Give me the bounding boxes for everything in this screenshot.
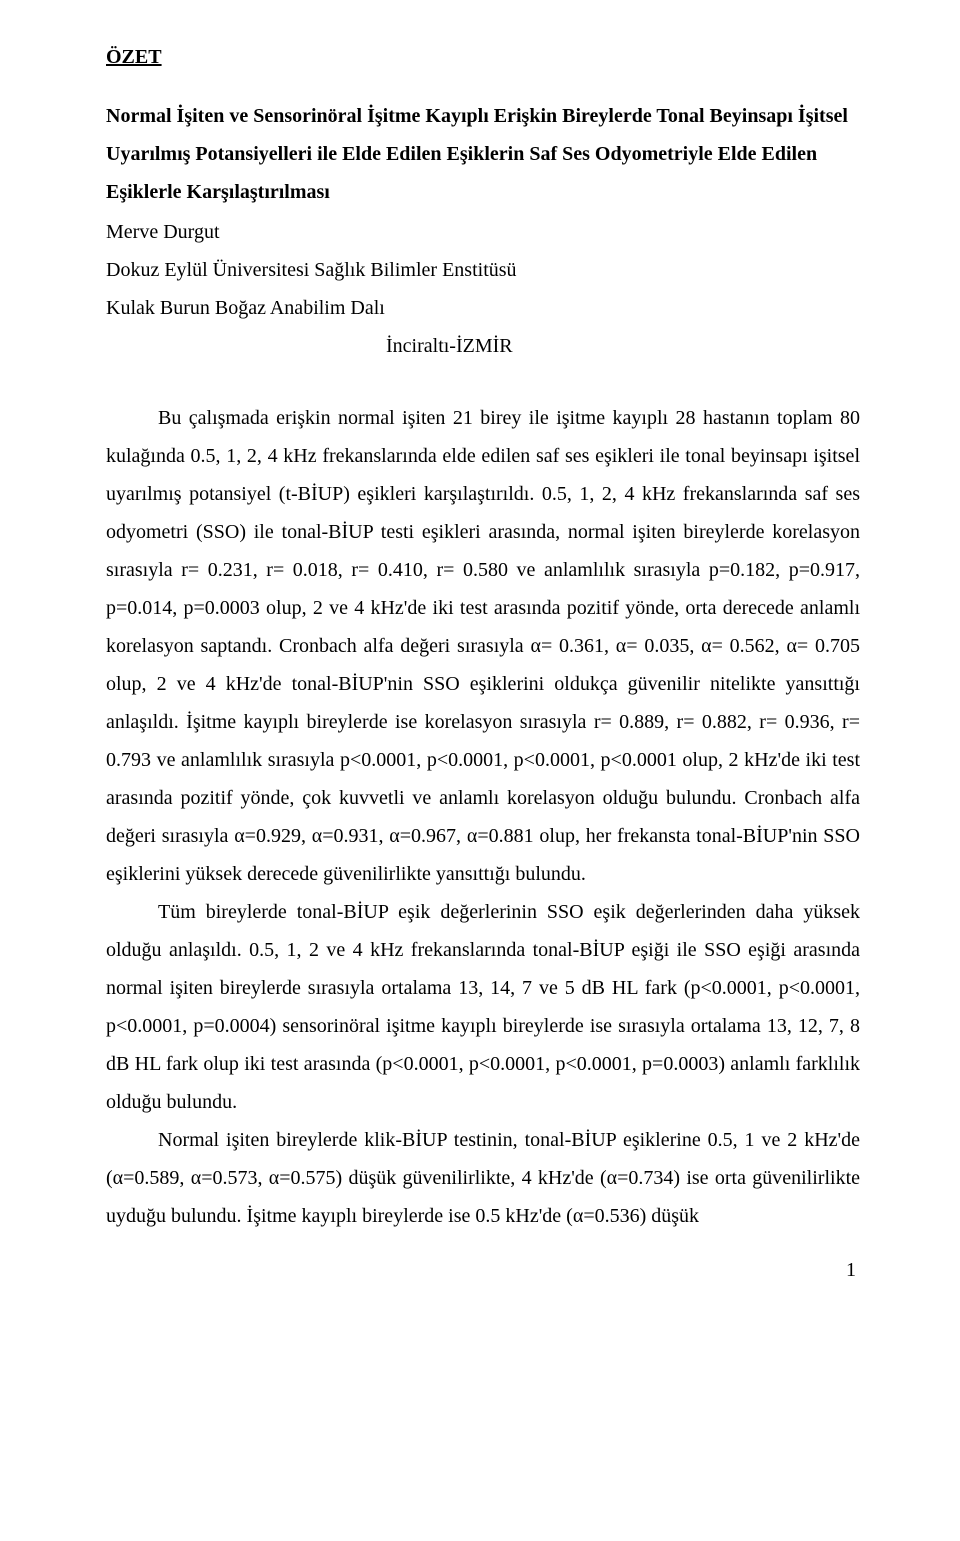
author-name: Merve Durgut xyxy=(106,213,860,251)
affiliation-line-3: İnciraltı-İZMİR xyxy=(106,327,860,365)
page-number: 1 xyxy=(106,1259,860,1282)
document-title: Normal İşiten ve Sensorinöral İşitme Kay… xyxy=(106,97,860,211)
body-paragraph-2: Tüm bireylerde tonal-BİUP eşik değerleri… xyxy=(106,893,860,1121)
body-paragraph-3: Normal işiten bireylerde klik-BİUP testi… xyxy=(106,1121,860,1235)
section-heading: ÖZET xyxy=(106,46,860,69)
affiliation-line-2: Kulak Burun Boğaz Anabilim Dalı xyxy=(106,289,860,327)
affiliation-line-1: Dokuz Eylül Üniversitesi Sağlık Bilimler… xyxy=(106,251,860,289)
body-paragraph-1: Bu çalışmada erişkin normal işiten 21 bi… xyxy=(106,399,860,893)
